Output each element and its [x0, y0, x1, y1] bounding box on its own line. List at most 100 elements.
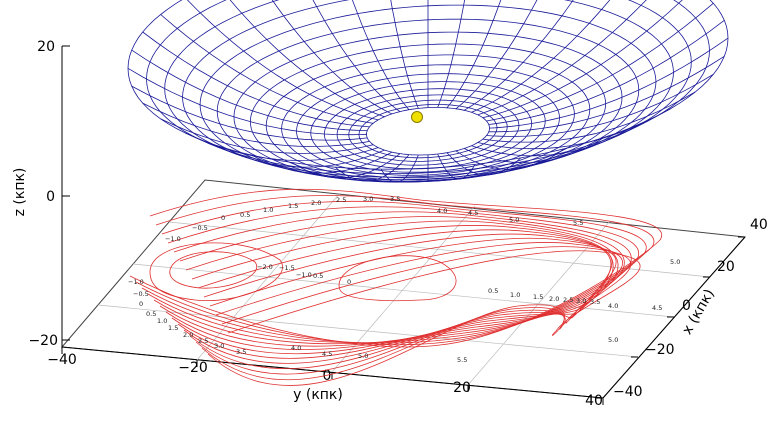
contour-label: −1.0	[165, 235, 181, 243]
contour-label: 0.5	[313, 272, 323, 280]
contour-label: 4.5	[468, 209, 478, 217]
surface-spoke	[482, 91, 696, 143]
contour-label: 4.0	[437, 207, 447, 215]
contour-label: 2.0	[183, 331, 193, 339]
contour-line	[173, 211, 632, 269]
contour-label: 3.0	[576, 297, 586, 305]
x-tick-label: −20	[645, 342, 675, 358]
contour-label: −2.0	[257, 263, 273, 271]
surface-spoke	[463, 0, 574, 111]
y-tick-label: 20	[453, 380, 471, 396]
contour-label: 1.0	[157, 317, 167, 325]
contour-line	[147, 260, 637, 344]
z-tick-label: 0	[46, 189, 55, 205]
wireframe-surface	[127, 0, 729, 183]
z-tick-label: −20	[28, 333, 58, 349]
surface-spoke	[127, 67, 367, 136]
contour-line	[338, 255, 457, 302]
contour-label: 4.0	[608, 302, 618, 310]
contour-line	[207, 304, 565, 386]
sun-marker	[411, 111, 423, 123]
contour-label: 2.5	[336, 196, 346, 204]
floor-grid	[97, 192, 711, 386]
contour-label: 5.0	[608, 336, 618, 344]
contour-line	[197, 229, 612, 297]
surface-spoke	[142, 31, 370, 128]
contour-label: 0.5	[488, 287, 498, 295]
surface-spoke	[142, 102, 370, 147]
contour-label: 1.0	[263, 206, 273, 214]
contour-line	[149, 188, 663, 241]
surface-ring	[348, 99, 508, 162]
surface-spoke	[486, 74, 714, 137]
contour-label: 2.5	[198, 337, 208, 345]
contour-label: 3.0	[363, 195, 373, 203]
y-tick-label: 40	[585, 393, 603, 409]
surface-spoke	[471, 123, 641, 157]
y-tick-label: −20	[178, 360, 208, 376]
floor-gridline	[467, 220, 611, 386]
contour-label: 1.5	[288, 202, 298, 210]
contour-line	[153, 267, 629, 345]
surface-spoke	[131, 85, 368, 141]
surface-ring	[127, 0, 729, 170]
contour-label: 0	[347, 278, 351, 286]
surface-spoke	[488, 19, 725, 125]
contour-label: 0.5	[240, 211, 250, 219]
contour-line	[135, 246, 653, 346]
contour-label: 5.0	[670, 258, 680, 266]
contour-line	[129, 239, 661, 348]
contour-label: 2.0	[311, 199, 321, 207]
contour-line	[221, 246, 632, 325]
contour-line	[149, 242, 283, 302]
surface-spoke	[312, 0, 401, 112]
surface-spoke	[160, 14, 374, 124]
surface-spoke	[380, 154, 419, 183]
z-tick-label: 20	[37, 39, 55, 55]
surface-spoke	[160, 118, 374, 154]
floor-gridline	[168, 221, 711, 278]
surface-spoke	[131, 49, 368, 131]
contour-label: 5.5	[457, 356, 467, 364]
contour-label: 5.5	[573, 219, 583, 227]
surface-spoke	[437, 153, 476, 180]
y-tick-label: 0	[323, 368, 332, 384]
contour-line	[169, 251, 258, 289]
contour-line	[227, 250, 641, 334]
surface-spoke	[489, 37, 729, 129]
surface-spoke	[446, 0, 502, 109]
contour-line	[209, 237, 617, 311]
contour-line	[161, 200, 647, 255]
surface-ring	[366, 107, 490, 156]
contour-label: 0	[221, 214, 225, 222]
contour-label: −1.0	[296, 271, 312, 279]
surface-spoke	[186, 0, 379, 121]
contour-label: 0	[139, 300, 143, 308]
surface-spoke	[229, 0, 385, 118]
surface-ring	[358, 104, 498, 159]
contour-line	[179, 216, 625, 276]
surface-spoke	[455, 0, 538, 110]
surface-spoke	[463, 136, 605, 164]
contour-label: −0.5	[133, 290, 149, 298]
contour-labels: 0 0.51.0 1.5 2.0 2.5 3.0 3.54.0 4.55.0 5.5−0.5−1…	[128, 195, 680, 364]
z-axis-label: z (кпк)	[12, 168, 28, 217]
contour-line	[165, 281, 613, 351]
floor-gridline	[196, 192, 341, 361]
contour-label: −0.5	[192, 224, 208, 232]
contour-line	[203, 233, 613, 304]
contour-label: 4.5	[652, 304, 662, 312]
contour-label: 3.0	[214, 342, 224, 350]
tick-labels: 20 0 −20 −40 −20 0 20 40 40 20 0 −20 −40	[28, 39, 767, 409]
contour-label: 4.0	[291, 344, 301, 352]
contour-label: 5.0	[509, 216, 519, 224]
contour-label: 3.5	[590, 298, 600, 306]
contour-label: −1.5	[279, 264, 295, 272]
contour-label: 1.5	[168, 324, 178, 332]
contour-line	[215, 242, 623, 318]
contour-line	[191, 225, 614, 290]
surface-spoke	[482, 0, 683, 119]
y-tick-label: −40	[47, 352, 77, 368]
